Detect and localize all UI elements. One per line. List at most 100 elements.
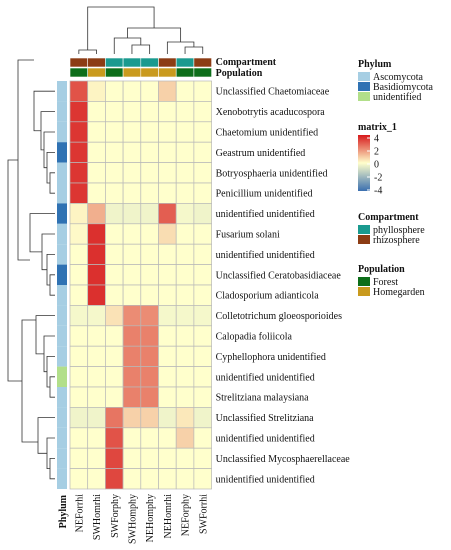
heatmap-cell (193, 447, 212, 469)
dendrogram-branch (35, 315, 55, 355)
heatmap-cell (175, 325, 195, 347)
row-label: Unclassified Mycosphaerellaceae (216, 454, 351, 465)
heatmap-cell (175, 345, 195, 367)
phylum-cell (57, 407, 67, 428)
column-label: NEHomrhi (163, 494, 174, 539)
compartment-legend-title: Compartment (358, 212, 419, 223)
heatmap-cell (105, 223, 124, 245)
population-legend-title: Population (358, 264, 405, 275)
heatmap-cell (158, 447, 177, 469)
heatmap-cell (87, 264, 106, 286)
heatmap-cell (175, 407, 195, 429)
column-labels: NEForrhi SWHomrhi SWForphy SWHomphy NEHomphy… (74, 494, 209, 544)
heatmap-cell (69, 407, 89, 429)
dendrogram-branch (166, 41, 195, 54)
phylum-cell (57, 468, 67, 489)
heatmap-cell (105, 121, 124, 143)
row-label: unidentified unidentified (216, 434, 315, 445)
heatmap-cell (193, 101, 212, 123)
heatmap-cell (87, 243, 106, 265)
heatmap-cell (140, 366, 159, 388)
dendrogram-branch (184, 46, 204, 54)
heatmap-cell (193, 407, 212, 429)
dendrogram-branch (131, 44, 151, 54)
phylum-cell (57, 346, 67, 367)
colorbar-title: matrix_1 (358, 122, 397, 133)
heatmap-cell (122, 223, 142, 245)
heatmap-cell (122, 80, 142, 102)
heatmap-cell (193, 386, 212, 408)
heatmap-cell (69, 101, 89, 123)
heatmap-cell (193, 325, 212, 347)
dendrogram-branch (87, 6, 155, 50)
heatmap-cell (175, 366, 195, 388)
heatmap-cell (140, 182, 159, 204)
compartment-cell (175, 57, 195, 68)
heatmap-cell (69, 223, 89, 245)
phylum-annotation-label: Phylum (58, 494, 69, 528)
dendrogram-branch (40, 111, 55, 151)
colorbar (358, 135, 370, 191)
row-label: Botryosphaeria unidentified (216, 168, 328, 179)
heatmap-cell (175, 243, 195, 265)
heatmap-cell (122, 468, 142, 490)
heatmap-cell (140, 223, 159, 245)
phylum-cell (57, 162, 67, 183)
heatmap-cell (193, 284, 212, 306)
heatmap-cell (158, 305, 177, 327)
legend-swatch (358, 72, 370, 81)
legend-swatch (358, 225, 370, 234)
heatmap-cell (158, 468, 177, 490)
heatmap-cell (105, 427, 124, 449)
legend-label: Forest (373, 277, 398, 288)
row-label: Penicillium unidentified (216, 189, 313, 200)
heatmap-cell (175, 284, 195, 306)
heatmap-cell (158, 345, 177, 367)
population-cell (122, 67, 142, 78)
phylum-cell (57, 121, 67, 143)
heatmap-cell (175, 101, 195, 123)
heatmap-cell (122, 386, 142, 408)
heatmap-cell (193, 264, 212, 286)
heatmap-cell (87, 427, 106, 449)
heatmap-cell (193, 141, 212, 163)
phylum-cell (57, 264, 67, 285)
heatmap-cell (69, 366, 89, 388)
heatmap-cell (193, 468, 212, 490)
heatmap-cell (140, 284, 159, 306)
heatmap-cell (158, 407, 177, 429)
heatmap-cell (105, 366, 124, 388)
heatmap-cell (158, 80, 177, 102)
phylum-cell (57, 183, 67, 204)
compartment-annotation-label: Compartment (216, 57, 277, 68)
legend-swatch (358, 235, 370, 244)
phylum-cell (57, 223, 67, 245)
row-labels: Unclassified Chaetomiaceae Xenobotrytis a… (216, 87, 351, 486)
row-dendrogram (7, 59, 55, 480)
heatmap-cell (69, 447, 89, 469)
heatmap-cell (140, 243, 159, 265)
heatmap-cell (87, 141, 106, 163)
dendrogram-branch (37, 417, 55, 454)
heatmap-cell (122, 162, 142, 184)
population-cell (158, 67, 177, 78)
row-label: Cladosporium adianticola (216, 291, 320, 302)
heatmap-cell (122, 203, 142, 225)
heatmap-cell (158, 141, 177, 163)
heatmap-cell (105, 345, 124, 367)
heatmap-cell (140, 325, 159, 347)
legend-label: rhizosphere (373, 235, 420, 246)
heatmap-cell (193, 243, 212, 265)
legend-label: Ascomycota (373, 72, 424, 83)
heatmap-cell (87, 447, 106, 469)
colorbar-tick-label: 4 (374, 134, 379, 145)
row-label: unidentified unidentified (216, 372, 315, 383)
phylum-cell (57, 142, 67, 163)
dendrogram-branch (49, 274, 55, 296)
heatmap-cell (105, 264, 124, 286)
heatmap-cell (175, 264, 195, 286)
heatmap-cell (175, 427, 195, 449)
compartment-cell (122, 57, 142, 68)
heatmap-cell (122, 366, 142, 388)
